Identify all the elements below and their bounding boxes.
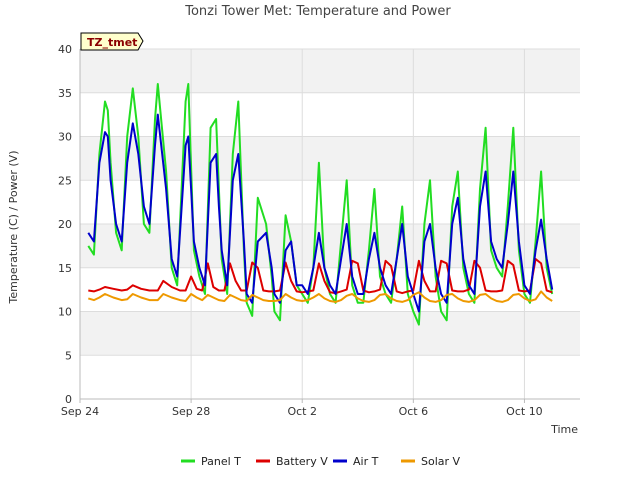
y-tick-label: 25 <box>58 174 72 187</box>
series-line-battery-v <box>88 258 553 295</box>
plot-background <box>80 49 580 399</box>
y-tick-label: 35 <box>58 87 72 100</box>
x-tick-label: Oct 2 <box>287 405 317 418</box>
legend-label: Solar V <box>421 455 461 468</box>
x-tick-label: Sep 24 <box>61 405 99 418</box>
plot-band <box>80 355 580 399</box>
legend: Panel T Battery V Air T Solar V <box>181 455 461 468</box>
x-tick-label: Sep 28 <box>172 405 210 418</box>
axes <box>79 49 580 400</box>
series-line-air-t <box>87 113 554 313</box>
y-tick-label: 0 <box>65 393 72 406</box>
legend-label: Battery V <box>276 455 328 468</box>
plot-band <box>80 311 580 356</box>
x-tick-label: Oct 6 <box>399 405 429 418</box>
legend-label: Panel T <box>201 455 241 468</box>
y-tick-label: 10 <box>58 306 72 319</box>
plot-band <box>80 49 580 93</box>
site-tag-box <box>80 32 144 51</box>
y-tick-labels: 0 5 10 15 20 25 30 35 40 <box>58 43 72 406</box>
x-axis-label: Time <box>550 423 578 436</box>
y-tick-label: 5 <box>65 349 72 362</box>
plot-band <box>80 180 580 224</box>
series-lines <box>87 83 554 326</box>
y-tick-label: 40 <box>58 43 72 56</box>
chart-title: Tonzi Tower Met: Temperature and Power <box>184 4 451 19</box>
x-tick-label: Oct 10 <box>506 405 543 418</box>
plot-band <box>80 92 580 137</box>
x-tick-labels: Sep 24 Sep 28 Oct 2 Oct 6 Oct 10 <box>61 399 543 418</box>
y-tick-label: 15 <box>58 262 72 275</box>
legend-label: Air T <box>353 455 379 468</box>
y-tick-label: 20 <box>58 218 72 231</box>
y-axis-label: Temperature (C) / Power (V) <box>7 150 20 304</box>
site-tag-label: TZ_tmet <box>87 36 137 49</box>
series-line-solar-v <box>88 290 553 303</box>
y-tick-label: 30 <box>58 131 72 144</box>
site-tag: TZ_tmet <box>80 32 144 51</box>
